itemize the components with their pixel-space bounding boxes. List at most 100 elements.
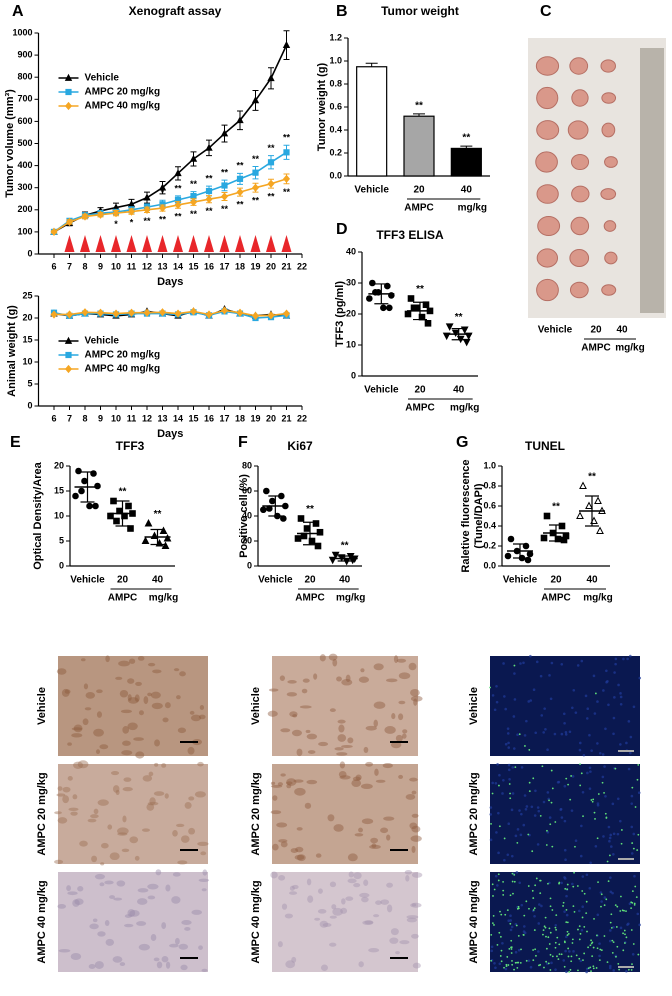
cell [197, 761, 204, 767]
cell [374, 768, 379, 777]
apoptotic-cell [567, 955, 570, 958]
nucleus [568, 950, 571, 953]
apoptotic-cell [615, 926, 618, 928]
tumor [570, 216, 590, 236]
cell [188, 827, 196, 835]
y-tick-label: 15 [54, 485, 64, 495]
cell [361, 818, 374, 825]
cell [115, 789, 120, 796]
cell [142, 775, 153, 782]
marker [112, 208, 120, 218]
cell [402, 733, 407, 739]
apoptotic-cell [579, 763, 581, 765]
nucleus [514, 950, 518, 954]
cell [58, 948, 71, 953]
apoptotic-cell [513, 873, 516, 876]
tumor [600, 59, 616, 73]
marker [143, 308, 151, 317]
apoptotic-cell [621, 909, 624, 912]
apoptotic-cell [592, 798, 595, 801]
cell [70, 811, 78, 816]
y-tick-label: 60 [242, 485, 252, 495]
y-tick-label: 0.4 [483, 520, 496, 530]
marker [585, 501, 593, 510]
nucleus [596, 700, 599, 703]
cell [413, 698, 418, 706]
nucleus [614, 662, 617, 666]
cell [373, 719, 378, 728]
nucleus [609, 890, 613, 894]
nucleus [554, 923, 558, 927]
nucleus [586, 771, 589, 775]
marker [143, 205, 151, 214]
apoptotic-cell [599, 948, 602, 951]
apoptotic-cell [515, 924, 518, 927]
error-bar [513, 543, 527, 559]
apoptotic-cell [554, 941, 557, 944]
apoptotic-cell [497, 879, 500, 882]
cell [396, 658, 407, 663]
cell [361, 896, 369, 903]
apoptotic-cell [509, 797, 512, 800]
nucleus [565, 970, 568, 974]
tumor [571, 185, 590, 203]
marker [236, 308, 244, 317]
nucleus [601, 753, 605, 756]
marker [96, 210, 105, 219]
marker [158, 203, 167, 213]
cell [409, 822, 418, 830]
y-tick-label: 0 [27, 248, 32, 258]
cell [398, 774, 404, 779]
apoptotic-cell [511, 963, 514, 966]
apoptotic-cell [569, 968, 572, 971]
cell [362, 920, 374, 926]
cell [411, 790, 417, 795]
cell [164, 793, 169, 799]
nucleus [501, 792, 504, 795]
apoptotic-cell [578, 925, 581, 928]
legend-label: AMPC 20 mg/kg [85, 350, 161, 361]
x-tick-label: 40 [152, 575, 164, 586]
y-tick-label: 0.4 [329, 124, 342, 134]
cell [127, 678, 135, 684]
apoptotic-cell [564, 887, 567, 890]
cell [189, 710, 195, 715]
nucleus [496, 884, 499, 887]
nucleus [507, 763, 511, 767]
micrograph [272, 872, 418, 972]
nucleus [504, 742, 508, 746]
tumor [569, 281, 589, 299]
apoptotic-cell [570, 955, 573, 958]
cell [296, 748, 303, 757]
cell [73, 761, 84, 769]
nucleus [512, 747, 516, 750]
marker [366, 295, 373, 302]
marker [424, 320, 432, 327]
cell [302, 678, 310, 683]
nucleus [585, 717, 589, 720]
marker [159, 526, 168, 535]
cell [360, 783, 373, 790]
nucleus [562, 712, 566, 716]
apoptotic-cell [566, 921, 569, 924]
apoptotic-cell [582, 959, 584, 962]
nucleus [581, 875, 585, 878]
cell [70, 953, 82, 961]
apoptotic-cell [636, 849, 639, 851]
significance-label: ** [588, 472, 596, 483]
y-tick-label: 0.8 [329, 78, 342, 88]
apoptotic-cell [492, 914, 495, 917]
apoptotic-cell [519, 961, 522, 964]
cell [306, 878, 312, 886]
cell [270, 871, 278, 879]
apoptotic-cell [594, 818, 596, 820]
nucleus [562, 959, 566, 962]
cell [341, 744, 353, 749]
cell [138, 943, 150, 951]
y-tick-label: 600 [17, 116, 32, 126]
marker [161, 541, 170, 550]
nucleus [598, 954, 601, 958]
nucleus [588, 787, 592, 790]
nucleus [514, 834, 518, 838]
cell [305, 729, 311, 733]
